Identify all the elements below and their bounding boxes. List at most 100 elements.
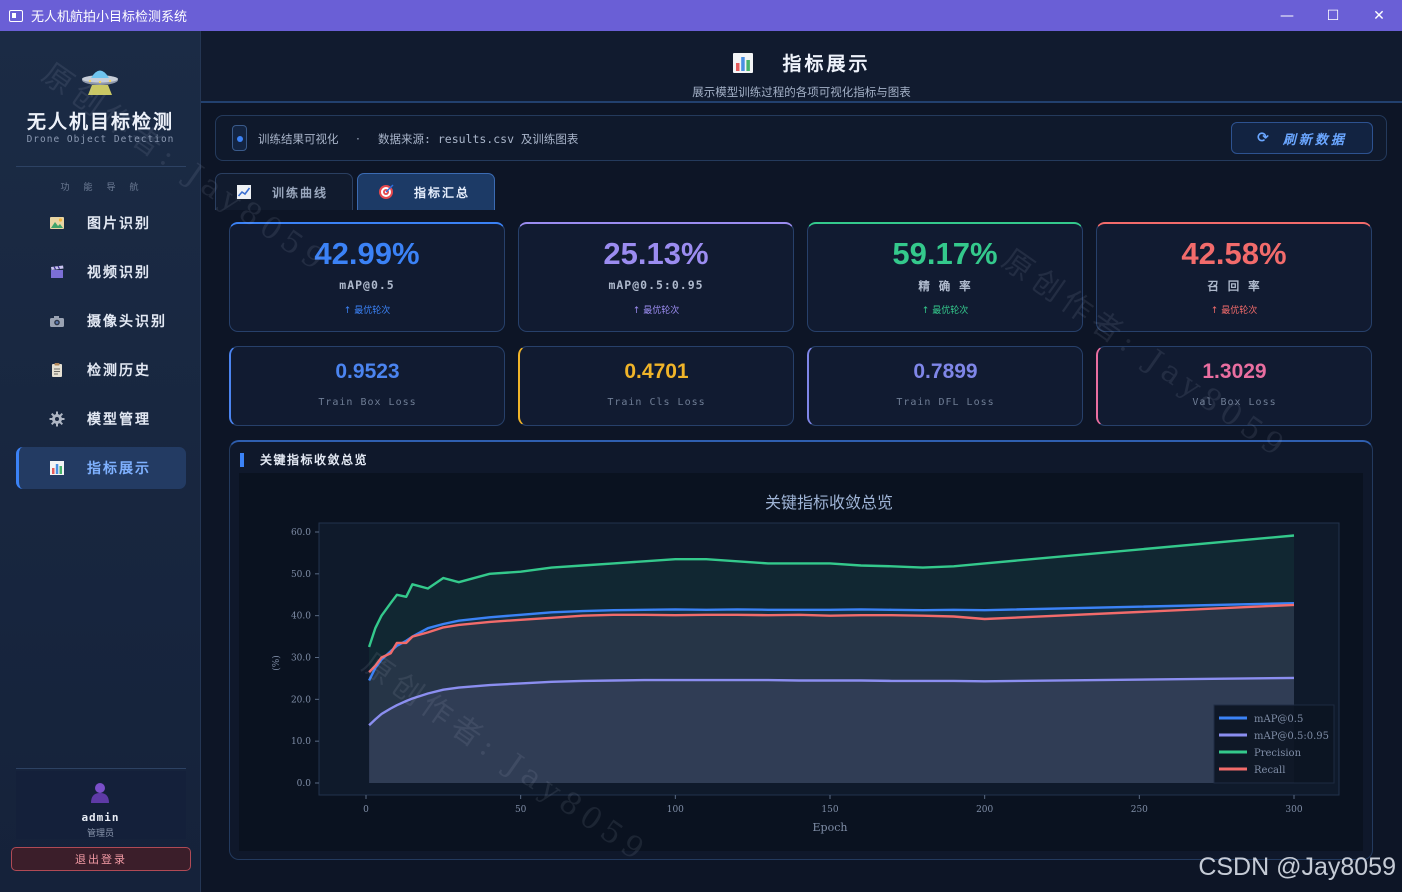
metric-label: mAP@0.5:0.95: [608, 278, 704, 292]
convergence-line-chart: 关键指标收敛总览 0.0 10.0 20.0 30.0 40.0 50.0 60.0 0 50 10…: [271, 493, 1340, 834]
sidebar-item-label: 图片识别: [87, 216, 151, 232]
x-tick-label: 150: [821, 805, 838, 815]
loss-value: 1.3029: [1202, 360, 1267, 383]
x-tick-label: 200: [976, 805, 993, 815]
maximize-button[interactable]: ☐: [1326, 7, 1340, 24]
sidebar-item-label: 指标展示: [87, 461, 151, 477]
x-tick-label: 300: [1285, 805, 1302, 815]
line-chart-icon: [236, 184, 252, 200]
loss-label: Val Box Loss: [1192, 397, 1277, 408]
avatar-icon: [91, 783, 109, 803]
sidebar-item-label: 视频识别: [87, 265, 151, 281]
metric-note: ↑ 最优轮次: [921, 306, 969, 316]
user-name: admin: [81, 811, 120, 824]
loss-value: 0.4701: [624, 360, 689, 383]
logout-button[interactable]: 退出登录: [11, 847, 191, 871]
sidebar-divider: [16, 768, 186, 769]
sidebar-item-model-management[interactable]: 模型管理: [16, 398, 186, 440]
sidebar-item-image-recognition[interactable]: 图片识别: [16, 202, 186, 244]
bar-chart-icon: [49, 460, 65, 476]
brand-subtitle: Drone Object Detection: [26, 134, 175, 145]
y-tick-label: 50.0: [291, 570, 311, 580]
nav-heading: 功能导航: [60, 183, 153, 193]
metric-value: 59.17%: [892, 236, 998, 271]
brand-title: 无人机目标检测: [26, 111, 174, 133]
camera-icon: [49, 313, 65, 329]
chart-panel-heading: 关键指标收敛总览: [260, 453, 369, 467]
bar-chart-icon: [733, 52, 754, 73]
metric-note: ↑ 最优轮次: [632, 306, 680, 316]
x-tick-label: 0: [363, 805, 369, 815]
y-axis-label: (%): [271, 655, 282, 671]
metric-value: 42.58%: [1181, 236, 1287, 271]
close-button[interactable]: ✕: [1373, 7, 1385, 24]
gear-icon: [49, 411, 65, 427]
x-tick-label: 100: [667, 805, 684, 815]
sidebar: 无人机目标检测 Drone Object Detection 功能导航 图片识别…: [0, 31, 201, 892]
tab-training-curves[interactable]: 训练曲线: [215, 173, 353, 210]
refresh-label: 刷新数据: [1282, 132, 1347, 148]
image-icon: [49, 215, 65, 231]
plot-area: [318, 522, 1340, 796]
loss-card-train-box: 0.9523 Train Box Loss: [229, 346, 505, 426]
metric-value: 25.13%: [603, 236, 709, 271]
main-content: 指标展示 展示模型训练过程的各项可视化指标与图表 训练结果可视化 · 数据来源:…: [201, 31, 1402, 892]
legend-label: Precision: [1254, 748, 1302, 759]
series-area-Recall: [369, 604, 1295, 783]
sidebar-item-label: 模型管理: [87, 412, 151, 428]
loss-label: Train Box Loss: [318, 397, 417, 408]
clipboard-icon: [49, 362, 65, 378]
legend-label: Recall: [1254, 765, 1285, 776]
tab-label: 训练曲线: [272, 185, 329, 200]
refresh-data-button[interactable]: ⟳ 刷新数据: [1231, 122, 1373, 154]
x-tick-label: 250: [1131, 805, 1148, 815]
csdn-watermark: CSDN @Jay8059: [1198, 853, 1396, 881]
legend-label: mAP@0.5: [1254, 714, 1303, 725]
y-tick-label: 40.0: [291, 612, 311, 622]
sidebar-item-label: 检测历史: [87, 363, 151, 379]
sidebar-item-video-recognition[interactable]: 视频识别: [16, 251, 186, 293]
sidebar-item-camera-recognition[interactable]: 摄像头识别: [16, 300, 186, 342]
user-role: 管理员: [86, 829, 114, 839]
series-line-mAP@0.5:0.95: [368, 676, 1295, 727]
metric-note: ↑ 最优轮次: [343, 306, 391, 316]
tab-label: 指标汇总: [414, 185, 471, 200]
user-panel: [16, 771, 186, 839]
sidebar-divider: [16, 166, 186, 167]
x-axis-label: Epoch: [813, 821, 848, 834]
loss-card-val-box: 1.3029 Val Box Loss: [1096, 346, 1372, 426]
metric-card-map50-95: 25.13% mAP@0.5:0.95 ↑ 最优轮次: [518, 222, 794, 332]
sidebar-item-label: 摄像头识别: [87, 314, 167, 330]
y-tick-label: 30.0: [291, 654, 311, 664]
loss-value: 0.7899: [913, 360, 978, 383]
app-icon: [9, 9, 23, 22]
metric-label: 召 回 率: [1207, 279, 1261, 293]
chart-area: 关键指标收敛总览 0.0 10.0 20.0 30.0 40.0 50.0 60.0 0 50 10…: [239, 473, 1363, 851]
series-area-Precision: [369, 535, 1295, 783]
data-source-text: 数据来源: results.csv 及训练图表: [378, 132, 579, 146]
info-label-group: 训练结果可视化 ·: [258, 131, 360, 147]
y-tick-label: 60.0: [291, 528, 311, 538]
ufo-logo-icon: [82, 70, 118, 95]
legend-label: mAP@0.5:0.95: [1254, 731, 1329, 742]
metric-note: ↑ 最优轮次: [1210, 306, 1258, 316]
metric-label: 精 确 率: [918, 279, 972, 293]
window-titlebar: 无人机航拍小目标检测系统 — ☐ ✕: [0, 0, 1402, 31]
convergence-chart-panel: 关键指标收敛总览 关键指标收敛总览 0.0 10.0 20.0 30.0 40.0 50.0…: [229, 440, 1373, 860]
minimize-button[interactable]: —: [1280, 7, 1294, 24]
y-tick-label: 10.0: [291, 737, 311, 747]
chart-title: 关键指标收敛总览: [765, 493, 893, 512]
refresh-icon: ⟳: [1257, 130, 1269, 146]
sidebar-item-metrics-display[interactable]: 指标展示: [16, 447, 186, 489]
info-bar: 训练结果可视化 · 数据来源: results.csv 及训练图表 ⟳ 刷新数据: [215, 115, 1387, 161]
info-label: 训练结果可视化: [258, 132, 339, 146]
metric-card-precision: 59.17% 精 确 率 ↑ 最优轮次: [807, 222, 1083, 332]
y-tick-label: 0.0: [297, 779, 312, 789]
sidebar-item-detection-history[interactable]: 检测历史: [16, 349, 186, 391]
tab-metrics-summary[interactable]: 指标汇总: [357, 173, 495, 210]
window-title: 无人机航拍小目标检测系统: [31, 10, 188, 25]
series-area-mAP@0.5:0.95: [369, 677, 1295, 783]
series-line-Precision: [367, 534, 1295, 648]
heading-accent: [240, 452, 244, 467]
loss-card-train-cls: 0.4701 Train Cls Loss: [518, 346, 794, 426]
